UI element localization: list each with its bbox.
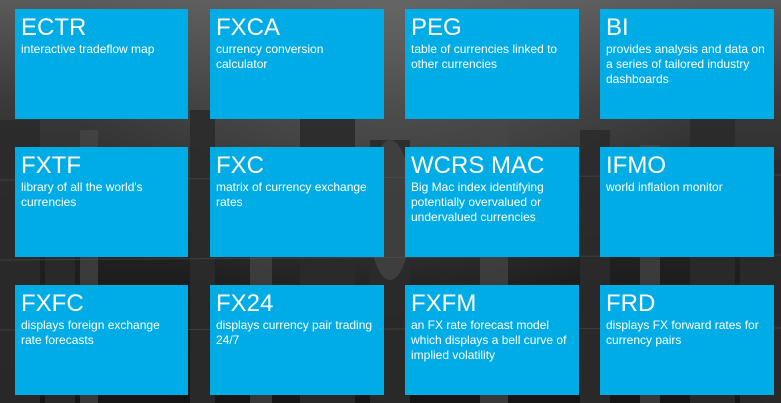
tile-description: Big Mac index identifying potentially ov… [411,180,544,224]
tile-fxc[interactable]: FXC matrix of currency exchange rates [210,147,384,257]
tile-frd[interactable]: FRD displays FX forward rates for curren… [600,285,774,395]
tile-description: currency conversion calculator [216,42,324,71]
tile-description: table of currencies linked to other curr… [411,42,558,71]
tile-ifmo[interactable]: IFMO world inflation monitor [600,147,774,257]
tile-ectr[interactable]: ECTR interactive tradeflow map [15,9,188,119]
tile-peg[interactable]: PEG table of currencies linked to other … [405,9,579,119]
tile-code: FXFM [411,290,477,317]
tile-code: FXFC [21,290,84,317]
tile-wcrs-mac[interactable]: WCRS MAC Big Mac index identifying poten… [405,147,579,257]
tile-code: FRD [606,290,656,317]
tile-fxca[interactable]: FXCA currency conversion calculator [210,9,384,119]
tile-code: FXTF [21,152,81,179]
tile-code: IFMO [606,152,666,179]
tile-code: ECTR [21,14,87,41]
tile-description: displays currency pair trading 24/7 [216,318,373,347]
tile-description: displays foreign exchange rate forecasts [21,318,160,347]
tile-description: world inflation monitor [606,180,723,194]
tile-description: interactive tradeflow map [21,42,155,56]
tile-description: displays FX forward rates for currency p… [606,318,759,347]
tile-code: PEG [411,14,462,41]
tile-code: FXCA [216,14,281,41]
tile-description: provides analysis and data on a series o… [606,42,765,86]
tile-fxfm[interactable]: FXFM an FX rate forecast model which dis… [405,285,579,395]
tile-bi[interactable]: BI provides analysis and data on a serie… [600,9,774,119]
tile-description: library of all the world's currencies [21,180,143,209]
tile-fxfc[interactable]: FXFC displays foreign exchange rate fore… [15,285,188,395]
tile-description: an FX rate forecast model which displays… [411,318,567,362]
tile-description: matrix of currency exchange rates [216,180,367,209]
tile-code: FX24 [216,290,274,317]
tile-fxtf[interactable]: FXTF library of all the world's currenci… [15,147,188,257]
tile-code: WCRS MAC [411,152,545,179]
tile-code: FXC [216,152,264,179]
tile-code: BI [606,14,629,41]
tile-fx24[interactable]: FX24 displays currency pair trading 24/7 [210,285,384,395]
